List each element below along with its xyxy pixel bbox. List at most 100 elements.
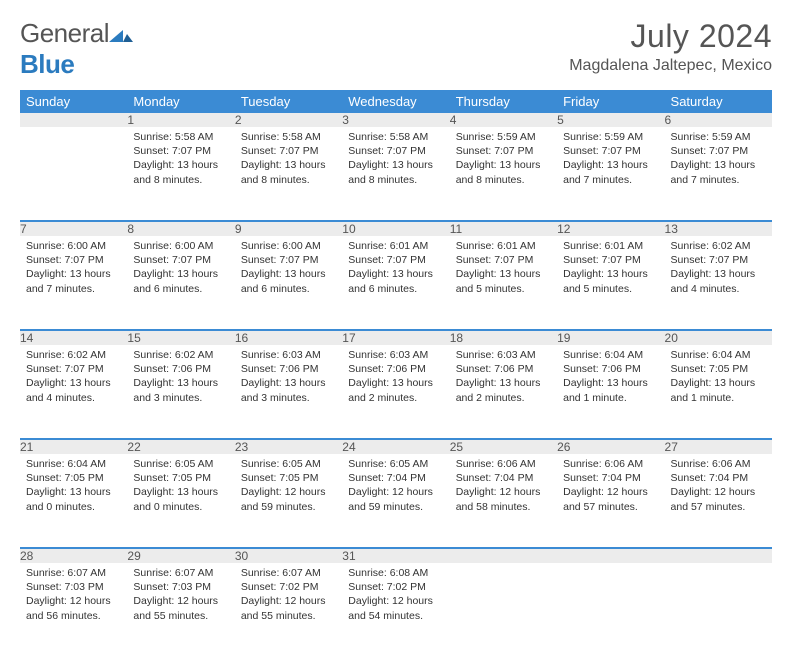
daylight-line: Daylight: 13 hours and 7 minutes.: [563, 158, 658, 186]
day-detail: Sunrise: 6:03 AMSunset: 7:06 PMDaylight:…: [450, 345, 557, 411]
daylight-line: Daylight: 12 hours and 58 minutes.: [456, 485, 551, 513]
sunrise-line: Sunrise: 6:07 AM: [26, 566, 121, 580]
day-number-cell: 26: [557, 439, 664, 454]
daylight-line: Daylight: 13 hours and 8 minutes.: [348, 158, 443, 186]
day-detail: Sunrise: 5:58 AMSunset: 7:07 PMDaylight:…: [342, 127, 449, 193]
day-number-cell: 24: [342, 439, 449, 454]
day-detail: Sunrise: 6:00 AMSunset: 7:07 PMDaylight:…: [127, 236, 234, 302]
day-content-cell: Sunrise: 6:05 AMSunset: 7:05 PMDaylight:…: [235, 454, 342, 548]
sunrise-line: Sunrise: 6:08 AM: [348, 566, 443, 580]
daylight-line: Daylight: 12 hours and 54 minutes.: [348, 594, 443, 622]
sunset-line: Sunset: 7:05 PM: [671, 362, 766, 376]
day-detail: Sunrise: 6:02 AMSunset: 7:07 PMDaylight:…: [20, 345, 127, 411]
day-number-cell: 17: [342, 330, 449, 345]
daylight-line: Daylight: 13 hours and 8 minutes.: [456, 158, 551, 186]
sunset-line: Sunset: 7:06 PM: [348, 362, 443, 376]
day-number-cell: 27: [665, 439, 772, 454]
day-content-cell: Sunrise: 6:00 AMSunset: 7:07 PMDaylight:…: [127, 236, 234, 330]
day-number-row: 123456: [20, 113, 772, 127]
brand-text: GeneralBlue: [20, 18, 133, 80]
day-detail: Sunrise: 5:59 AMSunset: 7:07 PMDaylight:…: [665, 127, 772, 193]
sunrise-line: Sunrise: 6:04 AM: [671, 348, 766, 362]
day-number-cell: 6: [665, 113, 772, 127]
location-label: Magdalena Jaltepec, Mexico: [569, 57, 772, 75]
daylight-line: Daylight: 13 hours and 4 minutes.: [671, 267, 766, 295]
sunrise-line: Sunrise: 6:07 AM: [133, 566, 228, 580]
weekday-header: Wednesday: [342, 90, 449, 113]
daylight-line: Daylight: 13 hours and 2 minutes.: [348, 376, 443, 404]
sunset-line: Sunset: 7:07 PM: [241, 253, 336, 267]
day-number-cell: 4: [450, 113, 557, 127]
day-detail: Sunrise: 6:02 AMSunset: 7:06 PMDaylight:…: [127, 345, 234, 411]
daylight-line: Daylight: 13 hours and 1 minute.: [563, 376, 658, 404]
daylight-line: Daylight: 13 hours and 6 minutes.: [348, 267, 443, 295]
brand-mark-icon: [109, 26, 133, 42]
day-number-cell: 15: [127, 330, 234, 345]
sunset-line: Sunset: 7:07 PM: [133, 253, 228, 267]
sunrise-line: Sunrise: 6:02 AM: [671, 239, 766, 253]
sunset-line: Sunset: 7:02 PM: [241, 580, 336, 594]
sunrise-line: Sunrise: 5:59 AM: [671, 130, 766, 144]
day-detail: Sunrise: 5:58 AMSunset: 7:07 PMDaylight:…: [235, 127, 342, 193]
day-detail: Sunrise: 6:03 AMSunset: 7:06 PMDaylight:…: [342, 345, 449, 411]
daylight-line: Daylight: 12 hours and 55 minutes.: [133, 594, 228, 622]
sunset-line: Sunset: 7:07 PM: [671, 144, 766, 158]
daylight-line: Daylight: 12 hours and 59 minutes.: [348, 485, 443, 513]
day-number-cell: 13: [665, 221, 772, 236]
day-detail: Sunrise: 6:07 AMSunset: 7:03 PMDaylight:…: [20, 563, 127, 629]
daylight-line: Daylight: 13 hours and 3 minutes.: [133, 376, 228, 404]
daylight-line: Daylight: 13 hours and 2 minutes.: [456, 376, 551, 404]
day-detail: Sunrise: 6:08 AMSunset: 7:02 PMDaylight:…: [342, 563, 449, 629]
day-number-cell: [20, 113, 127, 127]
weekday-header: Monday: [127, 90, 234, 113]
day-content-cell: Sunrise: 6:03 AMSunset: 7:06 PMDaylight:…: [450, 345, 557, 439]
day-number-cell: 11: [450, 221, 557, 236]
sunrise-line: Sunrise: 5:59 AM: [563, 130, 658, 144]
day-content-row: Sunrise: 5:58 AMSunset: 7:07 PMDaylight:…: [20, 127, 772, 221]
day-content-cell: Sunrise: 6:07 AMSunset: 7:02 PMDaylight:…: [235, 563, 342, 657]
sunset-line: Sunset: 7:07 PM: [671, 253, 766, 267]
day-number-cell: 20: [665, 330, 772, 345]
day-content-cell: Sunrise: 5:58 AMSunset: 7:07 PMDaylight:…: [235, 127, 342, 221]
day-detail: Sunrise: 5:59 AMSunset: 7:07 PMDaylight:…: [450, 127, 557, 193]
sunset-line: Sunset: 7:04 PM: [348, 471, 443, 485]
day-content-cell: Sunrise: 5:59 AMSunset: 7:07 PMDaylight:…: [665, 127, 772, 221]
day-content-cell: Sunrise: 6:05 AMSunset: 7:04 PMDaylight:…: [342, 454, 449, 548]
day-detail: Sunrise: 6:03 AMSunset: 7:06 PMDaylight:…: [235, 345, 342, 411]
sunrise-line: Sunrise: 6:07 AM: [241, 566, 336, 580]
day-detail: Sunrise: 6:07 AMSunset: 7:03 PMDaylight:…: [127, 563, 234, 629]
sunset-line: Sunset: 7:07 PM: [563, 144, 658, 158]
sunrise-line: Sunrise: 6:01 AM: [456, 239, 551, 253]
daylight-line: Daylight: 13 hours and 3 minutes.: [241, 376, 336, 404]
day-content-cell: Sunrise: 6:04 AMSunset: 7:06 PMDaylight:…: [557, 345, 664, 439]
daylight-line: Daylight: 13 hours and 5 minutes.: [563, 267, 658, 295]
sunrise-line: Sunrise: 5:58 AM: [241, 130, 336, 144]
calendar-table: SundayMondayTuesdayWednesdayThursdayFrid…: [20, 90, 772, 657]
day-number-cell: 12: [557, 221, 664, 236]
sunrise-line: Sunrise: 6:00 AM: [241, 239, 336, 253]
day-content-cell: Sunrise: 5:59 AMSunset: 7:07 PMDaylight:…: [557, 127, 664, 221]
day-number-cell: 31: [342, 548, 449, 563]
day-content-cell: Sunrise: 6:03 AMSunset: 7:06 PMDaylight:…: [342, 345, 449, 439]
day-number-cell: 22: [127, 439, 234, 454]
weekday-header: Saturday: [665, 90, 772, 113]
sunset-line: Sunset: 7:03 PM: [133, 580, 228, 594]
day-content-row: Sunrise: 6:07 AMSunset: 7:03 PMDaylight:…: [20, 563, 772, 657]
daylight-line: Daylight: 12 hours and 59 minutes.: [241, 485, 336, 513]
sunrise-line: Sunrise: 6:05 AM: [133, 457, 228, 471]
calendar-weekday-header: SundayMondayTuesdayWednesdayThursdayFrid…: [20, 90, 772, 113]
day-content-cell: Sunrise: 6:02 AMSunset: 7:07 PMDaylight:…: [665, 236, 772, 330]
calendar-body: 123456Sunrise: 5:58 AMSunset: 7:07 PMDay…: [20, 113, 772, 657]
day-detail: Sunrise: 6:06 AMSunset: 7:04 PMDaylight:…: [450, 454, 557, 520]
day-detail: Sunrise: 6:04 AMSunset: 7:06 PMDaylight:…: [557, 345, 664, 411]
sunrise-line: Sunrise: 5:58 AM: [348, 130, 443, 144]
day-number-cell: [665, 548, 772, 563]
sunset-line: Sunset: 7:06 PM: [563, 362, 658, 376]
day-detail: Sunrise: 6:04 AMSunset: 7:05 PMDaylight:…: [665, 345, 772, 411]
brand-logo: GeneralBlue: [20, 18, 133, 80]
header: GeneralBlue July 2024 Magdalena Jaltepec…: [20, 18, 772, 80]
day-detail: Sunrise: 6:06 AMSunset: 7:04 PMDaylight:…: [665, 454, 772, 520]
daylight-line: Daylight: 13 hours and 8 minutes.: [133, 158, 228, 186]
day-detail: Sunrise: 6:01 AMSunset: 7:07 PMDaylight:…: [450, 236, 557, 302]
day-number-cell: 19: [557, 330, 664, 345]
